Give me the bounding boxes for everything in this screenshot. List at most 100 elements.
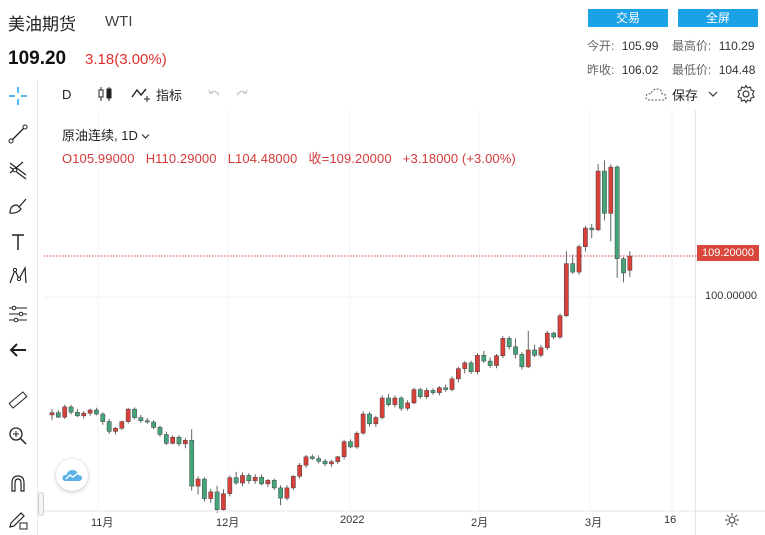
chart-type-button[interactable] (96, 83, 114, 105)
candle (246, 473, 252, 484)
fib-tool[interactable] (4, 156, 32, 184)
text-tool[interactable] (4, 228, 32, 256)
axis-settings-button[interactable] (724, 512, 740, 533)
back-tool[interactable] (4, 336, 32, 364)
measure-tool[interactable] (4, 300, 32, 328)
candle-body (138, 417, 144, 421)
candle-body (456, 368, 461, 380)
candle (189, 429, 195, 491)
candle-body (373, 417, 379, 425)
candle (106, 418, 112, 435)
trendline-icon (8, 124, 28, 144)
crosshair-tool[interactable] (4, 82, 32, 110)
chevron-down-icon (142, 134, 150, 139)
candle-body (341, 441, 347, 458)
candle-body (322, 460, 328, 465)
candle-body (494, 355, 499, 366)
interval-button[interactable]: D (62, 86, 72, 102)
candle (417, 387, 423, 399)
fullscreen-button[interactable]: 全屏 (678, 9, 758, 27)
candle (227, 475, 233, 497)
candle (392, 395, 398, 408)
brush-tool[interactable] (4, 192, 32, 220)
candle (443, 384, 449, 392)
candle (519, 352, 525, 370)
candle-body (297, 464, 302, 477)
candle (144, 418, 150, 424)
candle-body (589, 227, 595, 231)
trendline-tool[interactable] (4, 120, 32, 148)
candle-body (208, 491, 214, 499)
ohlc-readout: O105.99000 H110.29000 L104.48000 收=109.2… (62, 151, 516, 166)
candle (348, 439, 353, 449)
candle-body (316, 458, 322, 462)
redo-button[interactable] (234, 83, 250, 105)
cloud-logo-icon (62, 470, 82, 481)
pattern-icon (9, 265, 27, 284)
zoom-tool[interactable] (4, 422, 32, 450)
save-button[interactable]: 保存 (644, 83, 718, 105)
candle (424, 387, 429, 399)
drawing-toolbar (0, 80, 38, 535)
zoom-in-icon (9, 427, 27, 445)
series-legend[interactable]: 原油连续, 1D (62, 125, 150, 144)
text-icon (12, 234, 24, 250)
candle (290, 475, 296, 491)
candle-body (506, 338, 512, 348)
redo-icon (236, 89, 248, 96)
ruler-tool[interactable] (4, 386, 32, 414)
candle (379, 395, 385, 420)
candle (481, 350, 487, 363)
price-axis-divider (695, 110, 696, 535)
trade-button[interactable]: 交易 (588, 9, 668, 27)
candle (589, 224, 595, 239)
prev-close-value: 106.02 (621, 63, 659, 77)
open-value: 105.99 (621, 39, 659, 53)
candle (138, 414, 144, 423)
pattern-tool[interactable] (4, 262, 32, 290)
candle-body (278, 487, 283, 499)
arrow-left-icon (9, 343, 26, 357)
candle-body (290, 476, 296, 489)
candle-body (151, 421, 156, 428)
candle (183, 438, 188, 449)
candle-body (75, 412, 80, 417)
candle (525, 330, 531, 369)
candle (284, 485, 290, 501)
candle-body (227, 477, 233, 494)
candle (583, 225, 588, 252)
candle (551, 331, 556, 340)
candle-body (214, 491, 220, 510)
lock-draw-tool[interactable] (4, 506, 32, 534)
candle (113, 426, 118, 435)
toolbar-scroll-handle[interactable] (38, 492, 44, 516)
crosshair-icon (9, 87, 27, 105)
candle-body (119, 421, 125, 429)
candle-body (487, 360, 493, 366)
magnet-tool[interactable] (4, 470, 32, 498)
low-value: 104.48 (718, 63, 756, 77)
candle-body (81, 412, 87, 417)
gear-icon (737, 84, 755, 104)
candle (386, 394, 391, 407)
candle-body (449, 378, 455, 390)
candle (576, 244, 582, 275)
tradingview-logo[interactable] (56, 459, 88, 491)
candle (602, 160, 607, 221)
candle-body (170, 436, 176, 444)
candle-body (176, 436, 182, 445)
undo-button[interactable] (206, 83, 222, 105)
candle (303, 454, 309, 468)
candle-body (348, 441, 353, 448)
settings-button[interactable] (736, 83, 756, 105)
candle-body (132, 408, 137, 418)
candle (456, 366, 461, 383)
candle-body (367, 413, 372, 425)
candle (125, 407, 131, 424)
candle (240, 472, 245, 487)
candle-body (392, 397, 398, 405)
indicators-button[interactable]: 指标 (130, 83, 182, 105)
candle (259, 474, 264, 486)
candle (310, 454, 315, 460)
